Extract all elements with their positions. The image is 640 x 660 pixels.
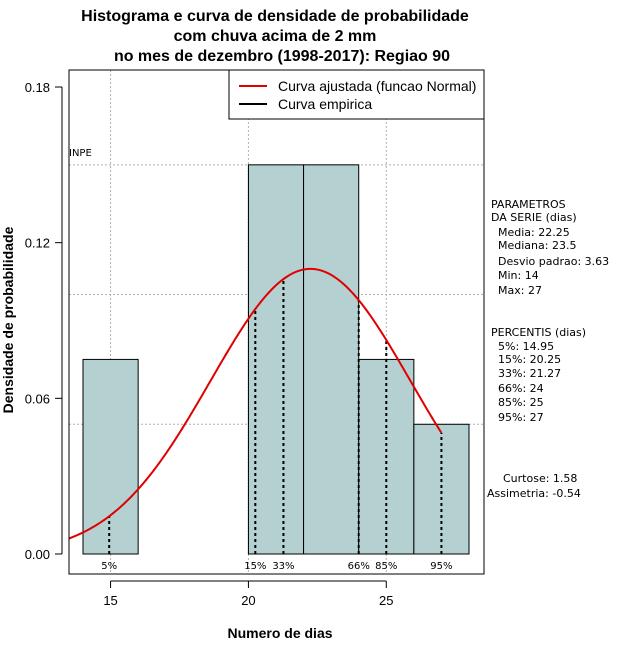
legend-fit-label: Curva ajustada (funcao Normal) bbox=[278, 78, 476, 94]
percentis-title: PERCENTIS (dias) bbox=[491, 326, 586, 339]
percentile-label-4: 85% bbox=[375, 561, 397, 572]
param-desvio: Desvio padrao: 3.63 bbox=[498, 255, 609, 268]
percentile-label-0: 5% bbox=[101, 561, 117, 572]
param-media: Media: 22.25 bbox=[498, 226, 570, 239]
histogram-bars bbox=[82, 164, 470, 555]
y-tick-label-2: 0.12 bbox=[25, 236, 50, 251]
percentil-95: 95%: 27 bbox=[498, 411, 544, 424]
percentil-66: 66%: 24 bbox=[498, 382, 544, 395]
y-tick-label-1: 0.06 bbox=[25, 391, 50, 406]
legend-empirical-label: Curva empirica bbox=[278, 96, 372, 112]
x-tick-label-1: 20 bbox=[241, 593, 255, 608]
x-tick-label-2: 25 bbox=[379, 593, 393, 608]
percentile-markers: 5% 15% 33% 66% 85% 95% bbox=[101, 279, 453, 572]
percentil-85: 85%: 25 bbox=[498, 396, 544, 409]
percentile-label-3: 66% bbox=[348, 561, 370, 572]
chart-title-line-2: com chuva acima de 2 mm bbox=[174, 28, 377, 45]
params-title-2: DA SERIE (dias) bbox=[491, 211, 577, 224]
param-min: Min: 14 bbox=[498, 269, 539, 282]
legend-box bbox=[228, 69, 485, 120]
y-tick-label-3: 0.18 bbox=[25, 80, 50, 95]
y-axis-title: Densidade de probabilidade bbox=[0, 226, 16, 413]
x-axis: 15 20 25 bbox=[103, 580, 394, 608]
chart-title-line-1: Histograma e curva de densidade de proba… bbox=[81, 8, 469, 25]
percentil-5: 5%: 14.95 bbox=[498, 340, 554, 353]
curtose-value: Curtose: 1.58 bbox=[503, 472, 577, 485]
stats-panel: PARAMETROS DA SERIE (dias) Media: 22.25 … bbox=[487, 198, 609, 500]
legend: Curva ajustada (funcao Normal) Curva emp… bbox=[228, 69, 485, 120]
histogram-bar-2 bbox=[303, 164, 360, 555]
x-tick-label-0: 15 bbox=[103, 593, 117, 608]
param-mediana: Mediana: 23.5 bbox=[498, 239, 576, 252]
x-axis-title: Numero de dias bbox=[227, 625, 332, 641]
histogram-bar-0 bbox=[82, 358, 139, 555]
inpe-watermark: INPE bbox=[69, 148, 92, 159]
chart-title-line-3: no mes de dezembro (1998-2017): Regiao 9… bbox=[114, 48, 450, 65]
percentil-15: 15%: 20.25 bbox=[498, 353, 561, 366]
params-title-1: PARAMETROS bbox=[491, 198, 566, 211]
y-axis: 0.00 0.06 0.12 0.18 bbox=[25, 80, 63, 562]
assimetria-value: Assimetria: -0.54 bbox=[487, 487, 581, 500]
percentile-label-1: 15% bbox=[244, 561, 266, 572]
y-tick-label-0: 0.00 bbox=[25, 547, 50, 562]
param-max: Max: 27 bbox=[498, 284, 542, 297]
normal-fit-curve bbox=[68, 267, 443, 540]
percentile-label-2: 33% bbox=[272, 561, 294, 572]
histogram-bar-1 bbox=[247, 164, 305, 555]
normal-fit-curve-group bbox=[68, 267, 443, 540]
percentile-label-5: 95% bbox=[430, 561, 452, 572]
percentil-33: 33%: 21.27 bbox=[498, 367, 561, 380]
